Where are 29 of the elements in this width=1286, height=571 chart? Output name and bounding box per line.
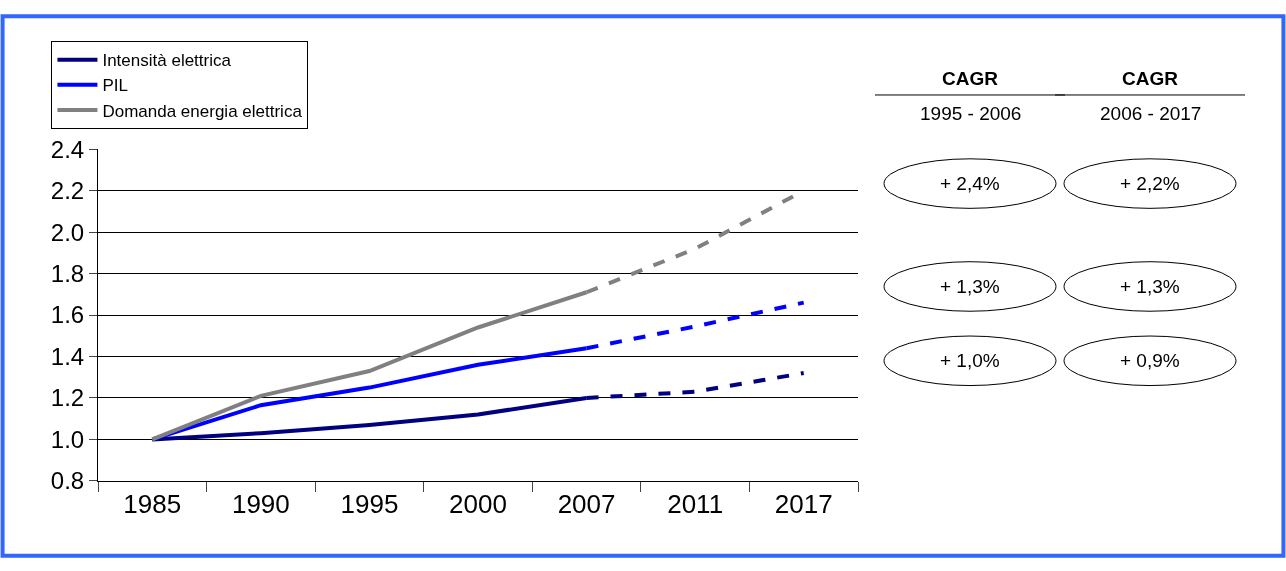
x-tick-label: 1990 xyxy=(231,489,290,520)
text: + 2,4% xyxy=(940,173,1000,194)
text: + 1,0% xyxy=(940,350,1000,371)
x-tick-label: 2000 xyxy=(449,489,507,520)
y-tick-label: 2.0 xyxy=(50,218,85,246)
text: 1995 - 2006 xyxy=(920,103,1022,124)
text: 2006 - 2017 xyxy=(1100,103,1202,124)
y-tick-label: 1.0 xyxy=(50,425,85,453)
x-tick-label: 1995 xyxy=(340,489,399,520)
text: + 1,3% xyxy=(940,276,1000,297)
y-tick-label: 0.8 xyxy=(50,467,85,495)
y-tick-label: 1.2 xyxy=(50,384,85,412)
text: CAGR xyxy=(942,68,999,89)
text: + 0,9% xyxy=(1120,350,1180,371)
text: + 2,2% xyxy=(1120,173,1180,194)
text: + 1,3% xyxy=(1120,276,1180,297)
y-tick-label: 1.8 xyxy=(50,260,85,288)
x-tick-label: 1985 xyxy=(123,489,182,520)
text: CAGR xyxy=(1122,68,1179,89)
x-tick-label: 2007 xyxy=(557,489,616,520)
y-tick-label: 1.6 xyxy=(50,301,85,329)
y-tick-label: 2.2 xyxy=(50,177,85,205)
x-tick-label: 2017 xyxy=(774,489,833,520)
x-tick-label: 2011 xyxy=(667,489,724,520)
legend-label: PIL xyxy=(102,76,128,96)
y-tick-label: 2.4 xyxy=(50,135,85,163)
legend-label: Domanda energia elettrica xyxy=(102,101,303,121)
legend-label: Intensità elettrica xyxy=(102,51,232,71)
y-tick-label: 1.4 xyxy=(50,342,85,370)
